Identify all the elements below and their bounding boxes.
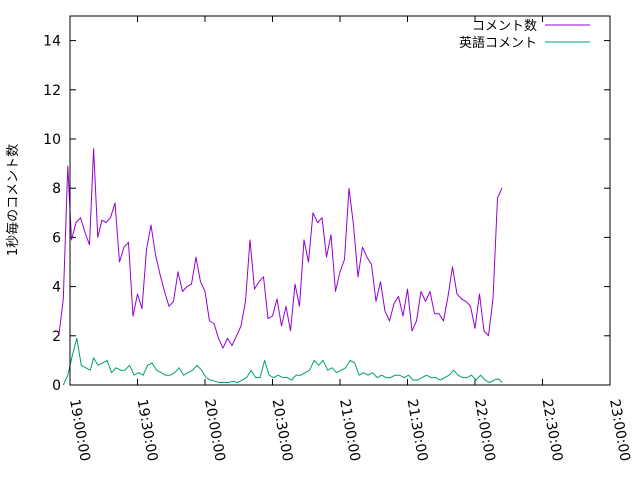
x-tick-label: 22:30:00 xyxy=(539,398,566,463)
y-tick-label: 4 xyxy=(52,280,61,296)
x-tick-label: 21:00:00 xyxy=(336,398,363,463)
legend-label: 英語コメント xyxy=(459,35,537,51)
legend-label: コメント数 xyxy=(472,19,537,34)
y-tick-label: 0 xyxy=(52,378,61,394)
y-axis-label: 1秒毎のコメント数 xyxy=(5,144,21,256)
y-tick-label: 12 xyxy=(43,83,61,99)
plot-frame xyxy=(69,15,611,386)
series-line-1 xyxy=(58,148,503,349)
y-tick-label: 10 xyxy=(43,132,61,148)
y-axis: 0 2 4 6 8 10 12 14 xyxy=(43,34,610,394)
y-tick-label: 8 xyxy=(52,181,61,197)
x-tick-label: 22:00:00 xyxy=(471,398,498,463)
x-tick-label: 23:00:00 xyxy=(606,398,633,463)
x-tick-label: 19:30:00 xyxy=(134,398,161,463)
x-tick-label: 21:30:00 xyxy=(404,398,431,463)
x-tick-label: 20:30:00 xyxy=(269,398,296,463)
x-tick-label: 20:00:00 xyxy=(201,398,228,463)
y-tick-label: 6 xyxy=(52,230,61,246)
y-tick-label: 14 xyxy=(43,34,61,50)
x-tick-label: 19:00:00 xyxy=(66,398,93,463)
y-tick-label: 2 xyxy=(52,329,61,345)
series-group xyxy=(58,148,503,386)
series-line-2 xyxy=(62,337,503,386)
x-axis: 19:00:00 19:30:00 20:00:00 20:30:00 21:00:00… xyxy=(66,16,633,463)
